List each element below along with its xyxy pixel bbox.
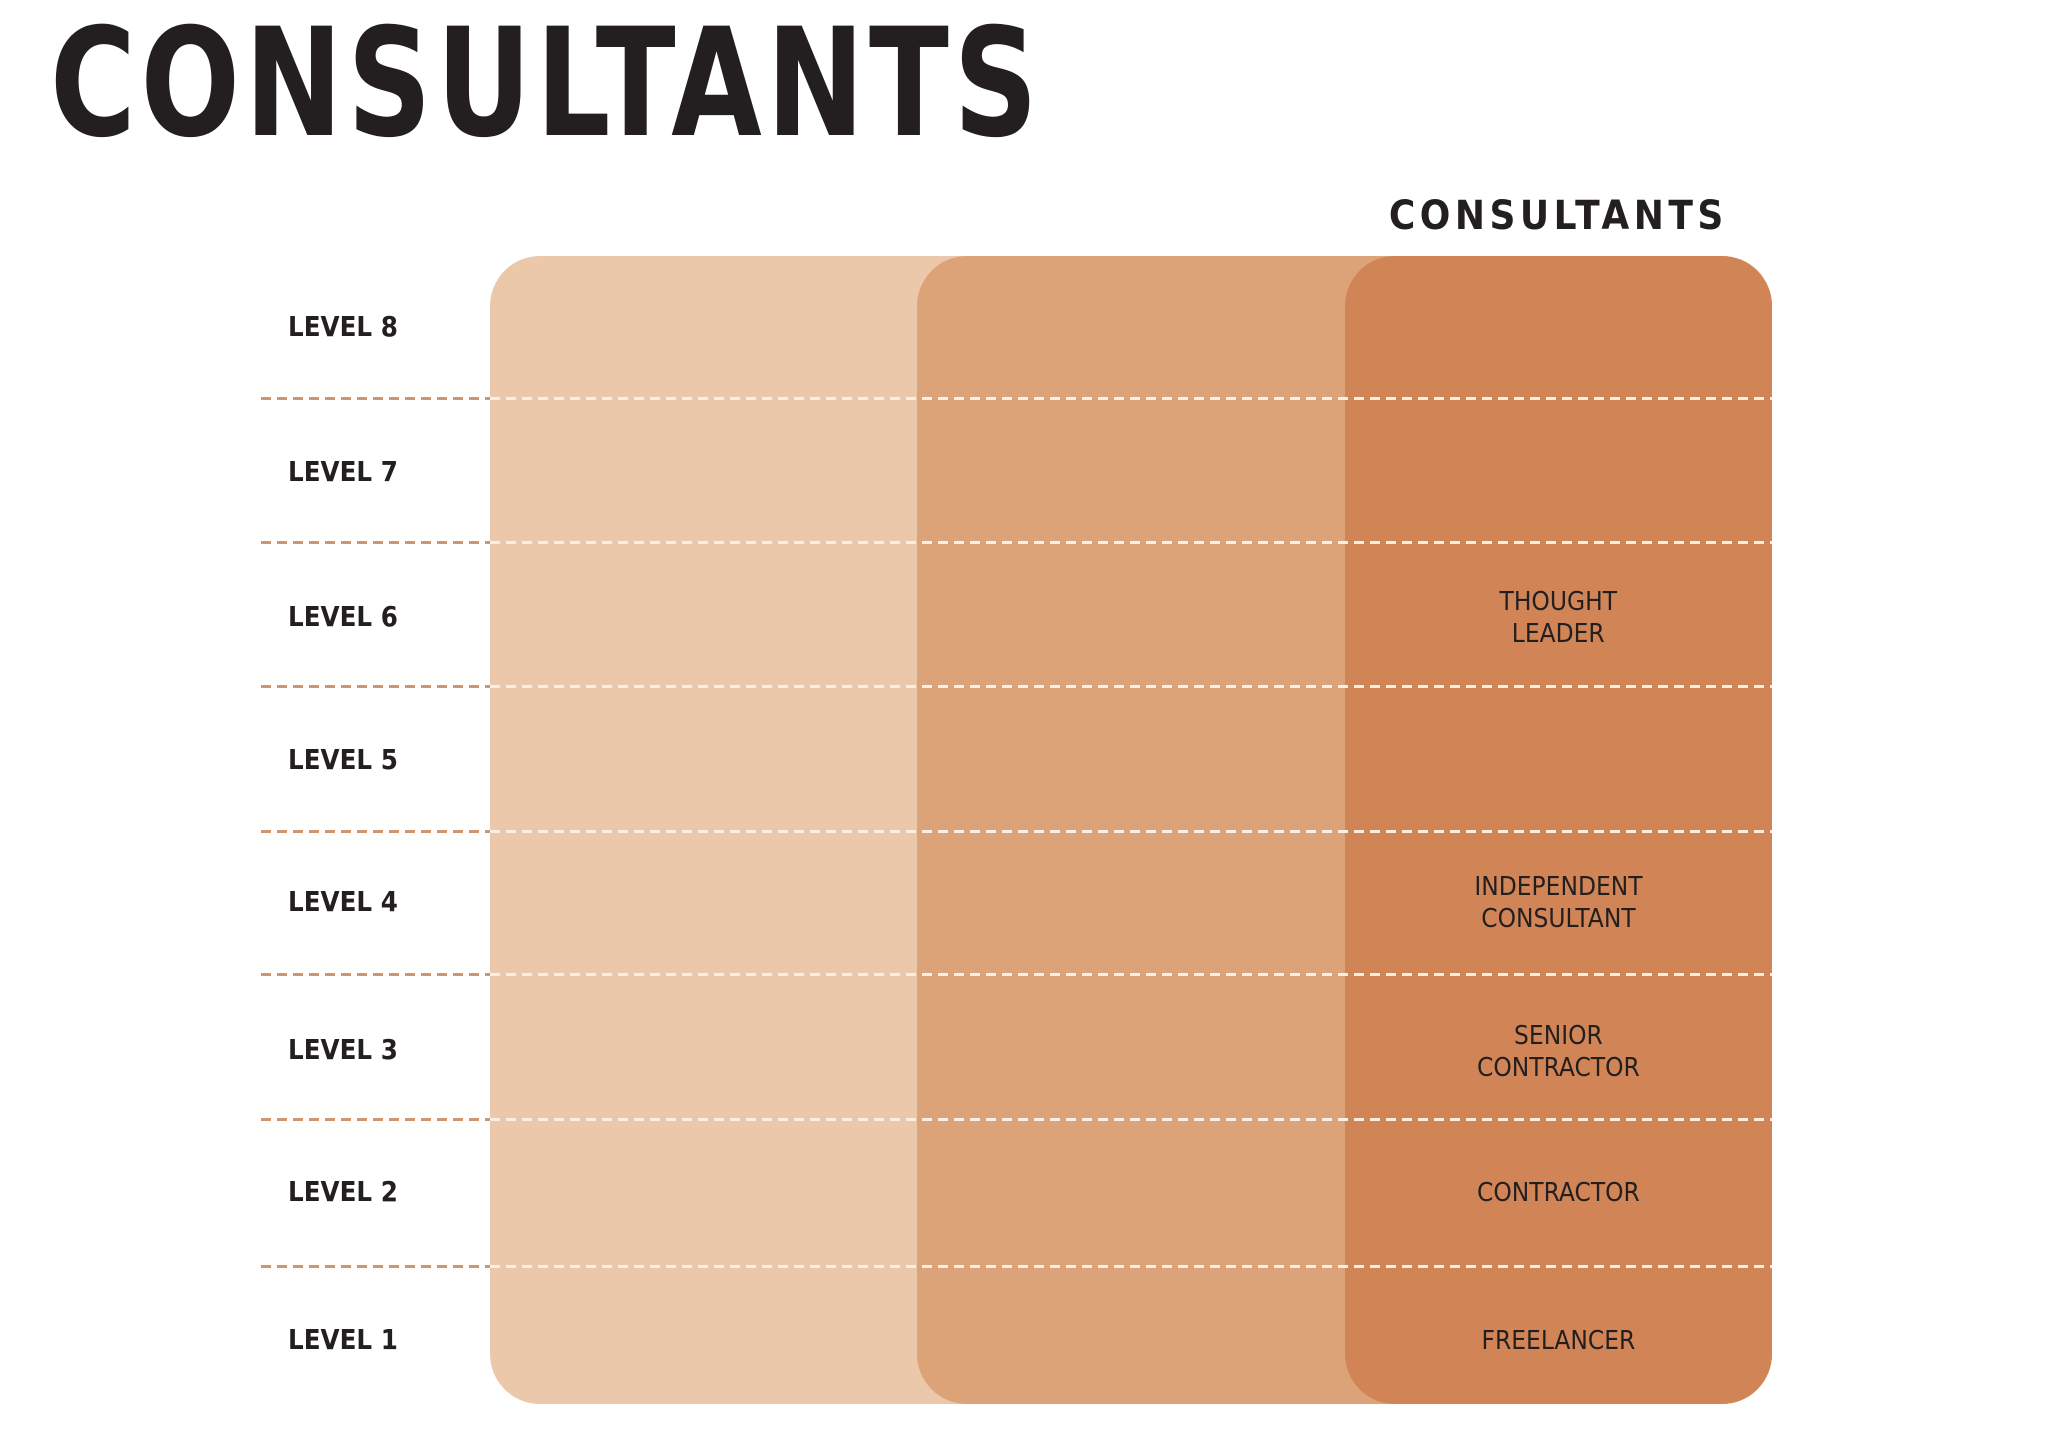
level-label-1: LEVEL 1 [288,1323,398,1356]
divider-outside-segment [261,397,490,400]
level-label-2: LEVEL 2 [288,1175,398,1208]
level-divider [261,830,1772,833]
divider-inside-segment [490,1118,1772,1121]
level-label-5: LEVEL 5 [288,743,398,776]
column-header-label: CONSULTANTS [1388,193,1729,239]
role-senior-contractor: SENIOR CONTRACTOR [1477,1021,1640,1083]
role-contractor: CONTRACTOR [1477,1178,1640,1208]
divider-outside-segment [261,541,490,544]
column-header-consultants: CONSULTANTS [1345,194,1772,238]
level-divider [261,1118,1772,1121]
level-divider [261,685,1772,688]
role-freelancer: FREELANCER [1481,1326,1636,1356]
level-divider [261,973,1772,976]
level-label-6: LEVEL 6 [288,600,398,633]
level-divider [261,1265,1772,1268]
divider-inside-segment [490,685,1772,688]
role-thought-leader: THOUGHT LEADER [1499,587,1618,649]
level-label-3: LEVEL 3 [288,1033,398,1066]
divider-inside-segment [490,541,1772,544]
divider-inside-segment [490,1265,1772,1268]
role-independent-consultant: INDEPENDENT CONSULTANT [1474,872,1643,934]
divider-inside-segment [490,830,1772,833]
level-label-8: LEVEL 8 [288,310,398,343]
level-label-4: LEVEL 4 [288,885,398,918]
divider-outside-segment [261,685,490,688]
divider-inside-segment [490,973,1772,976]
divider-inside-segment [490,397,1772,400]
divider-outside-segment [261,973,490,976]
divider-outside-segment [261,1118,490,1121]
divider-outside-segment [261,1265,490,1268]
level-label-7: LEVEL 7 [288,455,398,488]
page-title: CONSULTANTS [50,0,1043,171]
divider-outside-segment [261,830,490,833]
level-divider [261,397,1772,400]
level-divider [261,541,1772,544]
